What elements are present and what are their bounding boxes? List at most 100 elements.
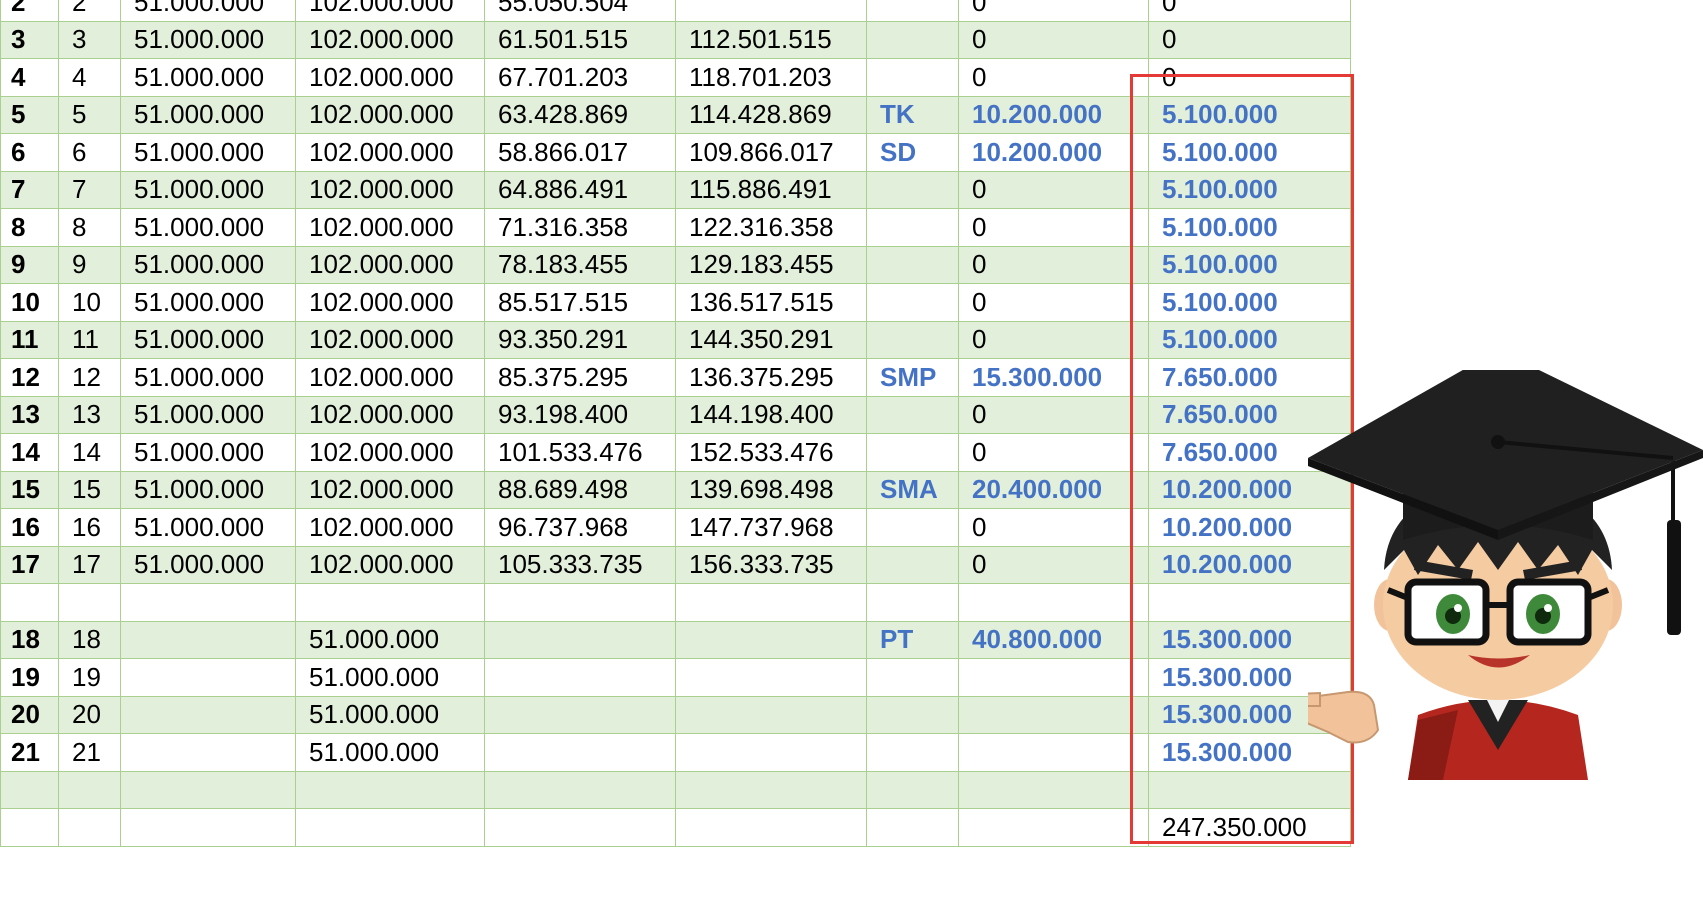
table-row: 2 2 51.000.000 102.000.000 55.050.504 0 0 xyxy=(0,0,1351,22)
table-row: 11 11 51.000.000 102.000.000 93.350.291 144.3… xyxy=(0,320,1351,359)
value-cell-1: 51.000.000 xyxy=(120,320,296,359)
value-cell-2 xyxy=(295,808,485,847)
year-cell: 11 xyxy=(58,320,121,359)
table-row: 15 15 51.000.000 102.000.000 88.689.498 139.6… xyxy=(0,470,1351,509)
level-cell: PT xyxy=(866,620,959,659)
saving-cell: 10.200.000 xyxy=(1148,545,1351,584)
value-cell-2: 102.000.000 xyxy=(295,283,485,322)
value-cell-2: 51.000.000 xyxy=(295,733,485,772)
value-cell-4 xyxy=(675,658,867,697)
saving-cell xyxy=(1148,583,1351,622)
value-cell-2: 102.000.000 xyxy=(295,95,485,134)
saving-cell: 5.100.000 xyxy=(1148,320,1351,359)
value-cell-4 xyxy=(675,695,867,734)
row-number-cell: 12 xyxy=(0,358,59,397)
saving-cell: 5.100.000 xyxy=(1148,245,1351,284)
cost-cell: 0 xyxy=(958,0,1149,22)
value-cell-2: 102.000.000 xyxy=(295,208,485,247)
level-cell xyxy=(866,0,959,22)
value-cell-1: 51.000.000 xyxy=(120,208,296,247)
year-cell: 12 xyxy=(58,358,121,397)
saving-cell: 5.100.000 xyxy=(1148,133,1351,172)
value-cell-4: 129.183.455 xyxy=(675,245,867,284)
value-cell-3: 93.198.400 xyxy=(484,395,676,434)
cost-cell: 40.800.000 xyxy=(958,620,1149,659)
value-cell-3: 101.533.476 xyxy=(484,433,676,472)
value-cell-4: 122.316.358 xyxy=(675,208,867,247)
level-cell xyxy=(866,283,959,322)
level-cell xyxy=(866,583,959,622)
row-number-cell: 7 xyxy=(0,170,59,209)
value-cell-4 xyxy=(675,583,867,622)
row-number-cell: 20 xyxy=(0,695,59,734)
level-cell xyxy=(866,395,959,434)
row-number-cell: 13 xyxy=(0,395,59,434)
year-cell: 16 xyxy=(58,508,121,547)
value-cell-1: 51.000.000 xyxy=(120,58,296,97)
row-number-cell: 16 xyxy=(0,508,59,547)
value-cell-1: 51.000.000 xyxy=(120,358,296,397)
cost-cell: 0 xyxy=(958,208,1149,247)
year-cell xyxy=(58,808,121,847)
value-cell-4: 147.737.968 xyxy=(675,508,867,547)
value-cell-3: 64.886.491 xyxy=(484,170,676,209)
table-row: 9 9 51.000.000 102.000.000 78.183.455 129.183… xyxy=(0,245,1351,284)
saving-cell: 0 xyxy=(1148,20,1351,59)
value-cell-1: 51.000.000 xyxy=(120,545,296,584)
cost-cell xyxy=(958,808,1149,847)
value-cell-1 xyxy=(120,583,296,622)
table-row: 10 10 51.000.000 102.000.000 85.517.515 136.5… xyxy=(0,283,1351,322)
row-number-cell: 5 xyxy=(0,95,59,134)
value-cell-4: 109.866.017 xyxy=(675,133,867,172)
cost-cell: 20.400.000 xyxy=(958,470,1149,509)
value-cell-3: 93.350.291 xyxy=(484,320,676,359)
value-cell-1 xyxy=(120,620,296,659)
row-number-cell: 8 xyxy=(0,208,59,247)
value-cell-4: 114.428.869 xyxy=(675,95,867,134)
table-row xyxy=(0,770,1351,809)
saving-cell: 5.100.000 xyxy=(1148,170,1351,209)
value-cell-1: 51.000.000 xyxy=(120,283,296,322)
value-cell-4: 112.501.515 xyxy=(675,20,867,59)
level-cell xyxy=(866,245,959,284)
spreadsheet-table: 2 2 51.000.000 102.000.000 55.050.504 0 0 3 3 51.… xyxy=(0,0,1351,847)
table-row: 8 8 51.000.000 102.000.000 71.316.358 122.316… xyxy=(0,208,1351,247)
cost-cell: 0 xyxy=(958,283,1149,322)
row-number-cell xyxy=(0,770,59,809)
table-row: 20 20 51.000.000 15.300.000 xyxy=(0,695,1351,734)
table-row: 17 17 51.000.000 102.000.000 105.333.735 156.… xyxy=(0,545,1351,584)
level-cell xyxy=(866,58,959,97)
row-number-cell: 3 xyxy=(0,20,59,59)
row-number-cell: 11 xyxy=(0,320,59,359)
cost-cell: 0 xyxy=(958,58,1149,97)
value-cell-4 xyxy=(675,0,867,22)
value-cell-3 xyxy=(484,583,676,622)
value-cell-3: 63.428.869 xyxy=(484,95,676,134)
value-cell-1: 51.000.000 xyxy=(120,433,296,472)
level-cell xyxy=(866,545,959,584)
value-cell-3: 78.183.455 xyxy=(484,245,676,284)
level-cell xyxy=(866,808,959,847)
year-cell xyxy=(58,583,121,622)
graduate-student-mascot-icon xyxy=(1239,350,1703,785)
value-cell-1: 51.000.000 xyxy=(120,0,296,22)
value-cell-3: 55.050.504 xyxy=(484,0,676,22)
cost-cell: 0 xyxy=(958,545,1149,584)
value-cell-3 xyxy=(484,808,676,847)
table-row: 12 12 51.000.000 102.000.000 85.375.295 136.3… xyxy=(0,358,1351,397)
cost-cell: 0 xyxy=(958,433,1149,472)
saving-cell: 0 xyxy=(1148,0,1351,22)
cost-cell xyxy=(958,770,1149,809)
cost-cell: 10.200.000 xyxy=(958,95,1149,134)
table-row: 21 21 51.000.000 15.300.000 xyxy=(0,733,1351,772)
row-number-cell: 19 xyxy=(0,658,59,697)
value-cell-4 xyxy=(675,770,867,809)
value-cell-2: 102.000.000 xyxy=(295,545,485,584)
value-cell-2: 102.000.000 xyxy=(295,395,485,434)
value-cell-2: 102.000.000 xyxy=(295,58,485,97)
value-cell-3: 85.517.515 xyxy=(484,283,676,322)
value-cell-4: 144.198.400 xyxy=(675,395,867,434)
value-cell-3 xyxy=(484,695,676,734)
row-number-cell: 14 xyxy=(0,433,59,472)
row-number-cell xyxy=(0,808,59,847)
